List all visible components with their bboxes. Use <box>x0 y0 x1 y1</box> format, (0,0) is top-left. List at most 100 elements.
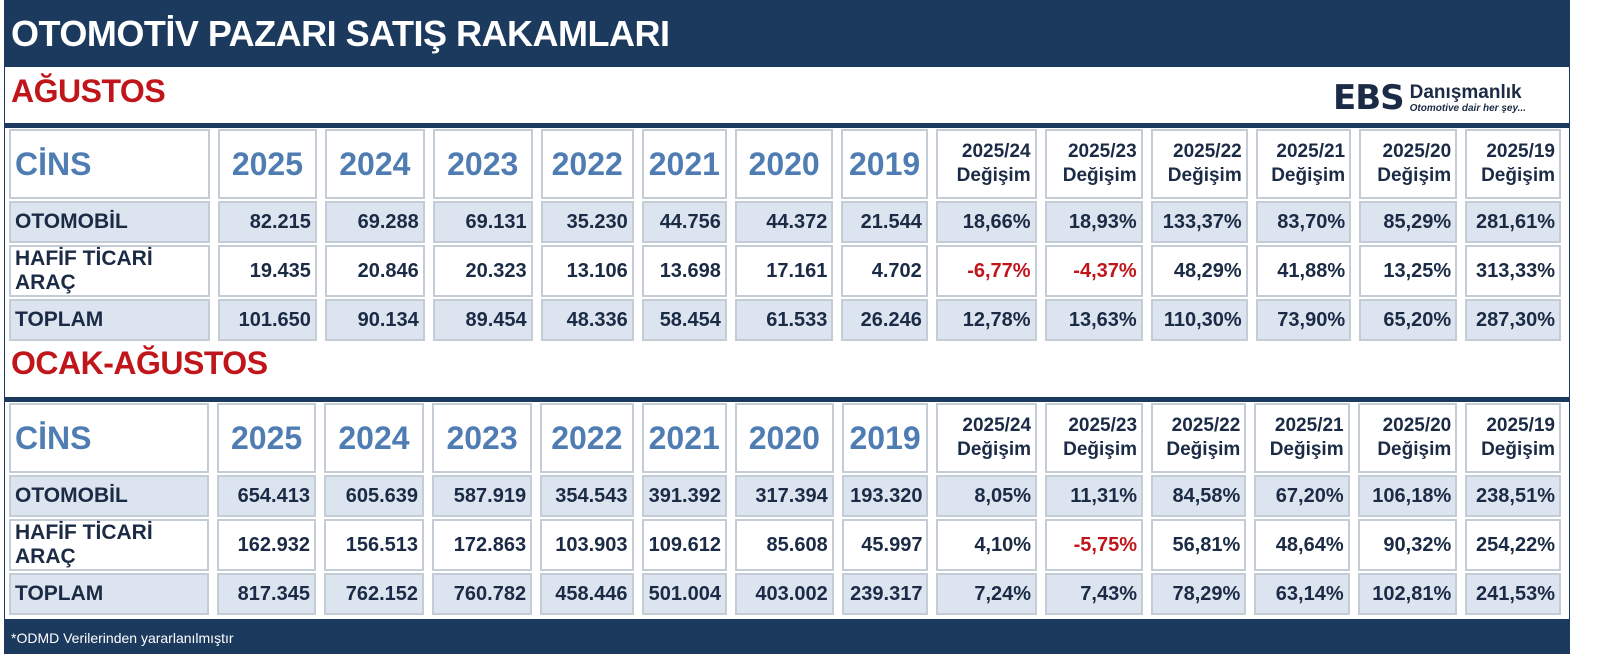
value-cell: 21.544 <box>841 201 928 243</box>
change-cell: 67,20% <box>1254 475 1350 517</box>
change-label: Değişim <box>1481 165 1555 186</box>
column-header-year: 2025 <box>217 403 316 473</box>
change-cell: 65,20% <box>1359 299 1458 341</box>
change-label: Değişim <box>1271 165 1346 186</box>
change-cell: 287,30% <box>1465 299 1561 341</box>
column-header-year: 2024 <box>324 129 425 199</box>
column-header-change: 2025/22 Değişim <box>1150 129 1248 199</box>
change-period: 2025/24 <box>961 141 1031 163</box>
change-cell: 73,90% <box>1255 299 1352 341</box>
row-label: TOPLAM <box>9 573 210 615</box>
value-cell: 239.317 <box>841 573 929 615</box>
change-cell: 48,64% <box>1254 519 1350 571</box>
change-label: Değişim <box>1377 165 1452 186</box>
table-row: HAFİF TİCARİ ARAÇ 19.435 20.846 20.323 13.10… <box>9 245 1561 297</box>
change-cell: 133,37% <box>1150 201 1248 243</box>
section-divider <box>5 123 1569 128</box>
change-cell: 48,29% <box>1150 245 1248 297</box>
column-header-change: 2025/23 Değişim <box>1045 403 1144 473</box>
value-cell: 82.215 <box>217 201 317 243</box>
change-cell: 18,93% <box>1044 201 1143 243</box>
change-cell: 13,63% <box>1044 299 1143 341</box>
change-cell: 238,51% <box>1465 475 1561 517</box>
change-cell: 7,43% <box>1045 573 1144 615</box>
value-cell: 45.997 <box>841 519 929 571</box>
row-label: HAFİF TİCARİ ARAÇ <box>9 519 210 571</box>
change-label: Değişim <box>1063 439 1138 460</box>
change-cell: 41,88% <box>1255 245 1352 297</box>
value-cell: 17.161 <box>734 245 834 297</box>
table-row: HAFİF TİCARİ ARAÇ 162.932 156.513 172.863 10… <box>9 519 1561 571</box>
change-cell: 84,58% <box>1151 475 1247 517</box>
value-cell: 69.131 <box>432 201 533 243</box>
section-label: OCAK-AĞUSTOS <box>11 345 268 381</box>
column-header-change: 2025/21 Değişim <box>1254 403 1350 473</box>
value-cell: 13.698 <box>641 245 727 297</box>
value-cell: 458.446 <box>540 573 634 615</box>
value-cell: 44.372 <box>734 201 834 243</box>
value-cell: 162.932 <box>217 519 316 571</box>
value-cell: 85.608 <box>734 519 834 571</box>
change-period: 2025/22 <box>1173 141 1242 163</box>
change-period: 2025/19 <box>1486 415 1555 437</box>
footer-note: *ODMD Verilerinden yararlanılmıştır <box>5 619 1569 653</box>
change-cell: 7,24% <box>936 573 1038 615</box>
value-cell: 89.454 <box>432 299 533 341</box>
value-cell: 391.392 <box>641 475 727 517</box>
column-header-change: 2025/24 Değişim <box>936 403 1038 473</box>
value-cell: 90.134 <box>324 299 425 341</box>
value-cell: 762.152 <box>323 573 425 615</box>
value-cell: 156.513 <box>323 519 425 571</box>
change-cell: 63,14% <box>1254 573 1350 615</box>
column-header-year: 2022 <box>540 403 634 473</box>
column-header-change: 2025/24 Değişim <box>935 129 1037 199</box>
change-label: Değişim <box>1062 165 1137 186</box>
value-cell: 69.288 <box>324 201 425 243</box>
row-label: OTOMOBİL <box>9 201 210 243</box>
column-header-year: 2021 <box>641 129 727 199</box>
value-cell: 403.002 <box>734 573 834 615</box>
table-row: TOPLAM 101.650 90.134 89.454 48.336 58.454 61.… <box>9 299 1561 341</box>
change-label: Değişim <box>1167 165 1242 186</box>
value-cell: 501.004 <box>641 573 727 615</box>
report-frame: OTOMOTİV PAZARI SATIŞ RAKAMLARI EBS Danı… <box>4 0 1570 654</box>
value-cell: 109.612 <box>641 519 727 571</box>
column-header-change: 2025/20 Değişim <box>1359 129 1458 199</box>
table-row: TOPLAM 817.345 762.152 760.782 458.446 501.00… <box>9 573 1561 615</box>
change-label: Değişim <box>1166 439 1241 460</box>
sales-table: CİNS 2025 2024 2023 2022 2021 2020 2019 2025/24 D… <box>1 127 1569 343</box>
value-cell: 4.702 <box>841 245 928 297</box>
page-title: OTOMOTİV PAZARI SATIŞ RAKAMLARI <box>5 1 1569 67</box>
value-cell: 44.756 <box>641 201 727 243</box>
change-period: 2025/20 <box>1382 141 1452 163</box>
row-label: OTOMOBİL <box>9 475 210 517</box>
value-cell: 35.230 <box>540 201 634 243</box>
change-label: Değişim <box>956 165 1031 186</box>
value-cell: 760.782 <box>432 573 533 615</box>
change-period: 2025/19 <box>1486 141 1555 163</box>
change-cell: 11,31% <box>1045 475 1144 517</box>
column-header-year: 2019 <box>841 129 928 199</box>
header-row: CİNS 2025 2024 2023 2022 2021 2020 2019 2025/24 D… <box>9 403 1561 473</box>
change-label: Değişim <box>1269 439 1344 460</box>
change-label: Değişim <box>1377 439 1452 460</box>
value-cell: 101.650 <box>217 299 317 341</box>
change-label: Değişim <box>957 439 1032 460</box>
change-cell: 18,66% <box>935 201 1037 243</box>
value-cell: 103.903 <box>540 519 634 571</box>
change-cell: 8,05% <box>936 475 1038 517</box>
ebs-logo: EBS Danışmanlık Otomotive dair her şey..… <box>1333 73 1526 123</box>
change-cell: 313,33% <box>1465 245 1561 297</box>
row-label: HAFİF TİCARİ ARAÇ <box>9 245 210 297</box>
column-header-cins: CİNS <box>9 403 210 473</box>
column-header-cins: CİNS <box>9 129 210 199</box>
change-cell: -5,75% <box>1045 519 1144 571</box>
column-header-year: 2023 <box>432 403 533 473</box>
column-header-year: 2019 <box>841 403 929 473</box>
column-header-year: 2025 <box>217 129 317 199</box>
change-cell: 4,10% <box>936 519 1038 571</box>
column-header-change: 2025/23 Değişim <box>1044 129 1143 199</box>
change-cell: 56,81% <box>1151 519 1247 571</box>
change-period: 2025/21 <box>1274 415 1344 437</box>
value-cell: 605.639 <box>323 475 425 517</box>
